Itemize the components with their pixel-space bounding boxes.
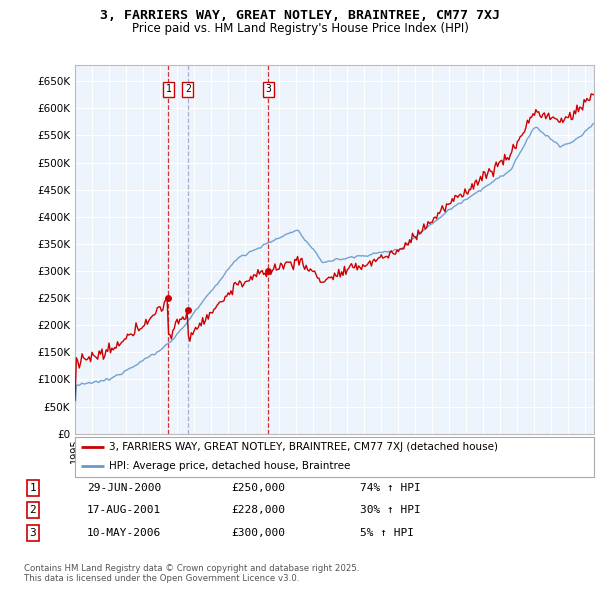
Text: £228,000: £228,000 <box>231 506 285 515</box>
Text: 29-JUN-2000: 29-JUN-2000 <box>87 483 161 493</box>
Text: 5% ↑ HPI: 5% ↑ HPI <box>360 528 414 537</box>
Text: 3: 3 <box>265 84 271 94</box>
Text: 17-AUG-2001: 17-AUG-2001 <box>87 506 161 515</box>
Text: 3: 3 <box>29 528 37 537</box>
Text: 30% ↑ HPI: 30% ↑ HPI <box>360 506 421 515</box>
Text: Price paid vs. HM Land Registry's House Price Index (HPI): Price paid vs. HM Land Registry's House … <box>131 22 469 35</box>
Text: 1: 1 <box>29 483 37 493</box>
Text: £250,000: £250,000 <box>231 483 285 493</box>
Text: 2: 2 <box>185 84 191 94</box>
Text: HPI: Average price, detached house, Braintree: HPI: Average price, detached house, Brai… <box>109 461 350 471</box>
Text: 2: 2 <box>29 506 37 515</box>
Text: £300,000: £300,000 <box>231 528 285 537</box>
Text: 74% ↑ HPI: 74% ↑ HPI <box>360 483 421 493</box>
Text: 3, FARRIERS WAY, GREAT NOTLEY, BRAINTREE, CM77 7XJ (detached house): 3, FARRIERS WAY, GREAT NOTLEY, BRAINTREE… <box>109 442 498 453</box>
Text: 3, FARRIERS WAY, GREAT NOTLEY, BRAINTREE, CM77 7XJ: 3, FARRIERS WAY, GREAT NOTLEY, BRAINTREE… <box>100 9 500 22</box>
Text: Contains HM Land Registry data © Crown copyright and database right 2025.
This d: Contains HM Land Registry data © Crown c… <box>24 563 359 583</box>
Text: 1: 1 <box>166 84 172 94</box>
Text: 10-MAY-2006: 10-MAY-2006 <box>87 528 161 537</box>
